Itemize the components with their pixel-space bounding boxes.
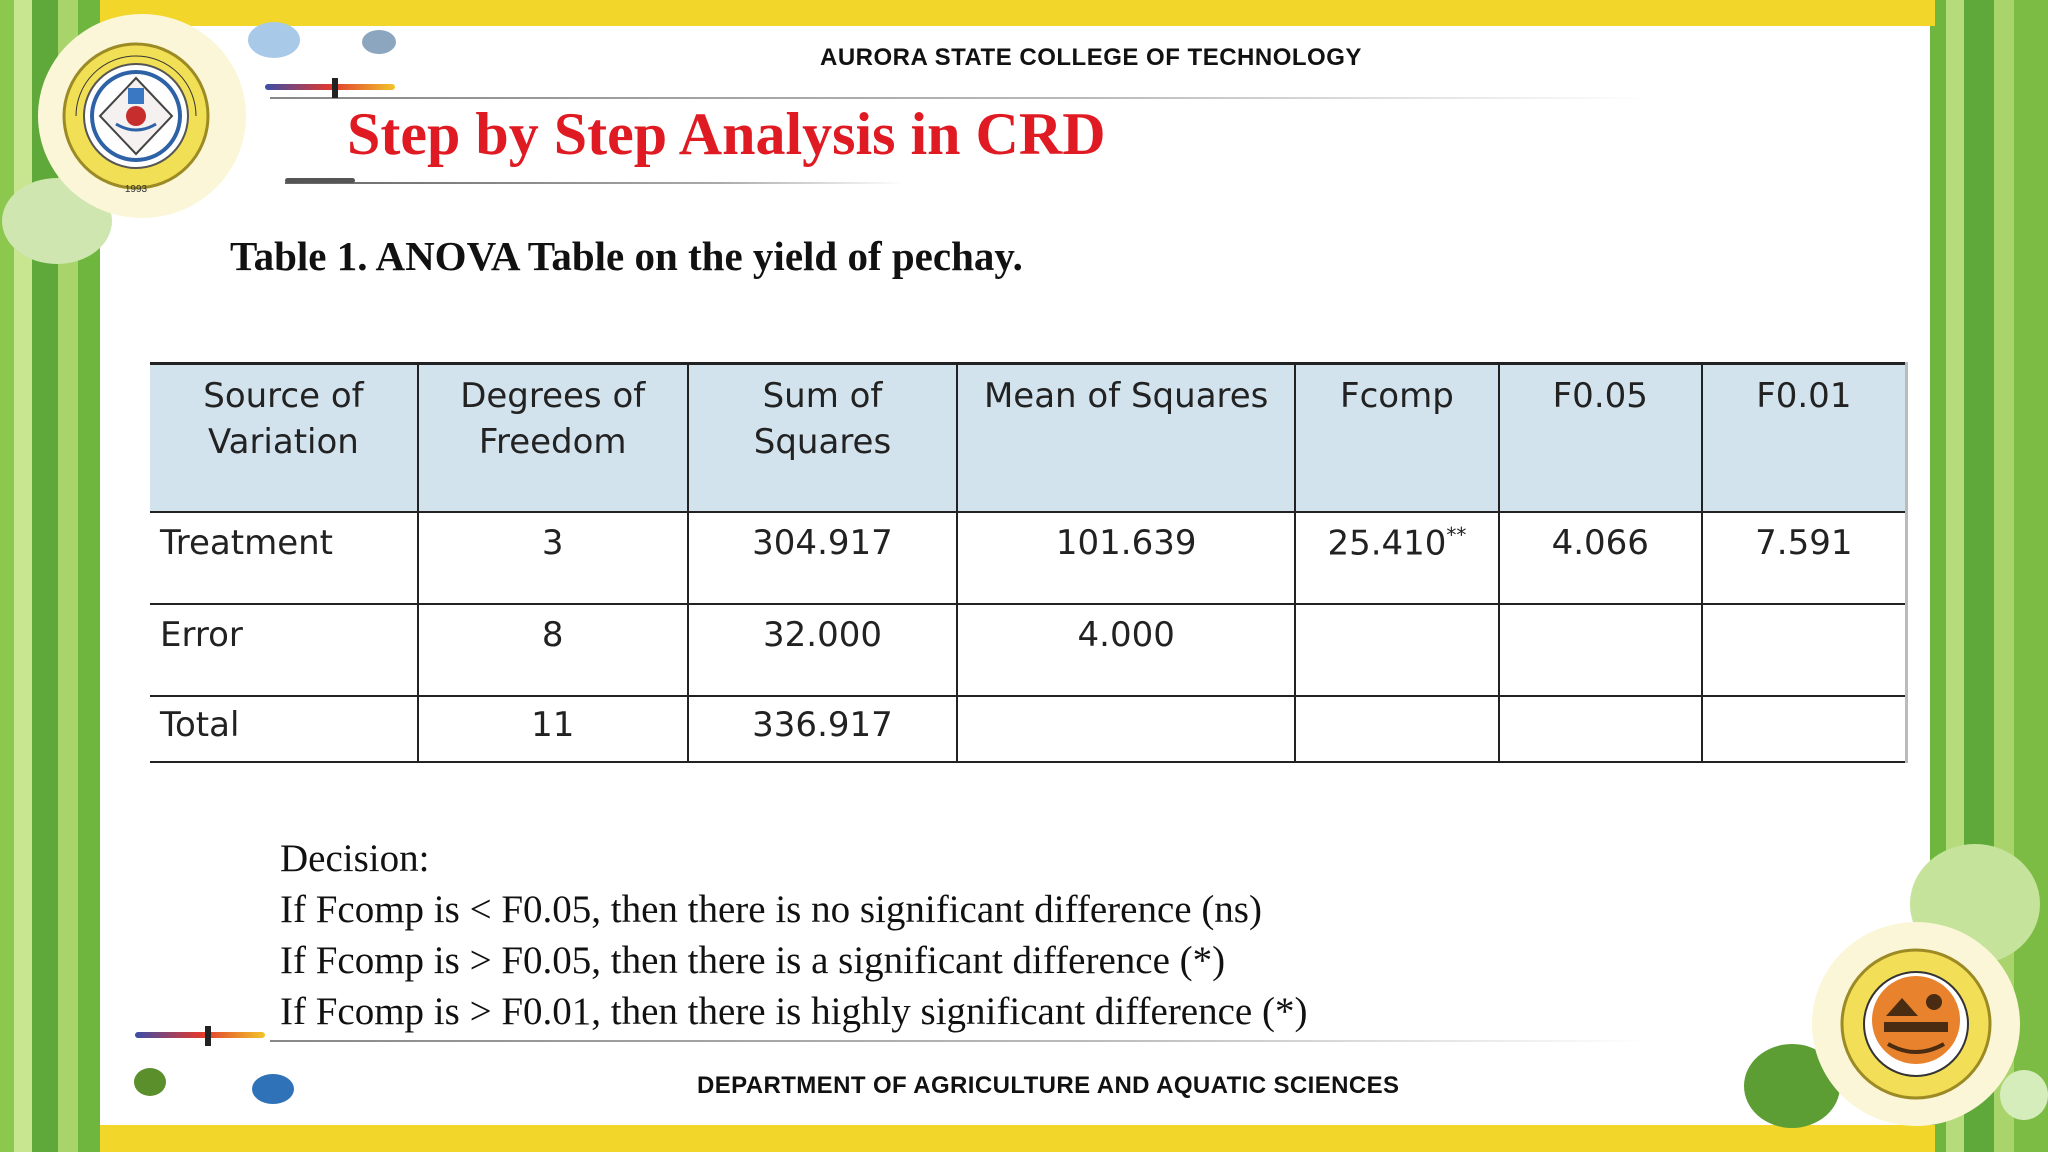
institution-header: AURORA STATE COLLEGE OF TECHNOLOGY <box>820 44 1362 71</box>
cell-ss: 304.917 <box>686 510 959 605</box>
cell-ms: 4.000 <box>956 602 1296 697</box>
fcomp-value: 25.410 <box>1327 522 1447 563</box>
decision-line: If Fcomp is > F0.05, then there is a sig… <box>280 939 1226 982</box>
cell-ss: 32.000 <box>686 602 959 697</box>
cell-df: 11 <box>416 694 689 763</box>
cell-source: Error <box>150 602 419 697</box>
table-caption: Table 1. ANOVA Table on the yield of pec… <box>230 233 1023 279</box>
cell-f005: 4.066 <box>1497 510 1703 605</box>
cell-fcomp: 25.410** <box>1293 510 1500 605</box>
decorative-circle <box>2000 1070 2048 1120</box>
table-header-row: Source of Variation Degrees of Freedom Sum… <box>150 362 1908 513</box>
cell-f001 <box>1700 602 1908 697</box>
right-frame-stripe <box>2014 0 2048 1152</box>
decision-line: If Fcomp is > F0.01, then there is highl… <box>280 990 1308 1033</box>
decision-block: Decision: If Fcomp is < F0.05, then ther… <box>280 833 1307 1037</box>
decorative-circle <box>248 22 300 58</box>
department-footer: DEPARTMENT OF AGRICULTURE AND AQUATIC SC… <box>697 1072 1400 1099</box>
cell-ss: 336.917 <box>686 694 959 763</box>
cell-fcomp <box>1293 694 1500 763</box>
decision-line: If Fcomp is < F0.05, then there is no si… <box>280 888 1262 931</box>
left-frame-stripe <box>14 0 32 1152</box>
left-frame-stripe <box>58 0 78 1152</box>
header-f005: F0.05 <box>1497 362 1703 513</box>
svg-text:1993: 1993 <box>125 184 148 195</box>
decorative-bar-marker <box>205 1026 211 1046</box>
cell-fcomp <box>1293 602 1500 697</box>
anova-table: Source of Variation Degrees of Freedom Sum… <box>150 362 1908 763</box>
decision-heading: Decision: <box>280 837 430 880</box>
decorative-bar <box>285 178 355 183</box>
cell-source: Total <box>150 694 419 763</box>
cell-f005 <box>1497 602 1703 697</box>
decorative-bar-marker <box>332 78 338 98</box>
cell-source: Treatment <box>150 510 419 605</box>
top-yellow-band <box>100 0 1935 26</box>
header-rule <box>270 97 1650 99</box>
header-sum-of-squares: Sum of Squares <box>686 362 959 513</box>
cell-f001 <box>1700 694 1908 763</box>
decorative-circle <box>252 1074 294 1104</box>
header-mean-of-squares: Mean of Squares <box>956 362 1296 513</box>
decorative-bar <box>135 1032 265 1038</box>
header-degrees-of-freedom: Degrees of Freedom <box>416 362 689 513</box>
decorative-bar <box>265 84 395 90</box>
department-seal-logo <box>1810 920 2022 1128</box>
table-row: Treatment 3 304.917 101.639 25.410** 4.0… <box>150 510 1908 605</box>
title-underline <box>285 182 905 184</box>
cell-f001: 7.591 <box>1700 510 1908 605</box>
cell-df: 8 <box>416 602 689 697</box>
left-frame-stripe <box>78 0 100 1152</box>
decorative-circle <box>134 1068 166 1096</box>
footer-rule <box>270 1040 1650 1042</box>
cell-f005 <box>1497 694 1703 763</box>
header-fcomp: Fcomp <box>1293 362 1500 513</box>
significance-mark: ** <box>1446 522 1467 547</box>
slide-title: Step by Step Analysis in CRD <box>347 101 1106 167</box>
header-source-of-variation: Source of Variation <box>150 362 419 513</box>
cell-df: 3 <box>416 510 689 605</box>
college-seal-logo: 1993 <box>36 12 248 220</box>
decorative-circle <box>362 30 396 54</box>
table-row: Error 8 32.000 4.000 <box>150 602 1908 697</box>
left-frame-stripe <box>0 0 14 1152</box>
bottom-yellow-band <box>100 1125 1935 1152</box>
header-f001: F0.01 <box>1700 362 1908 513</box>
cell-ms: 101.639 <box>956 510 1296 605</box>
table-row: Total 11 336.917 <box>150 694 1908 763</box>
cell-ms <box>956 694 1296 763</box>
